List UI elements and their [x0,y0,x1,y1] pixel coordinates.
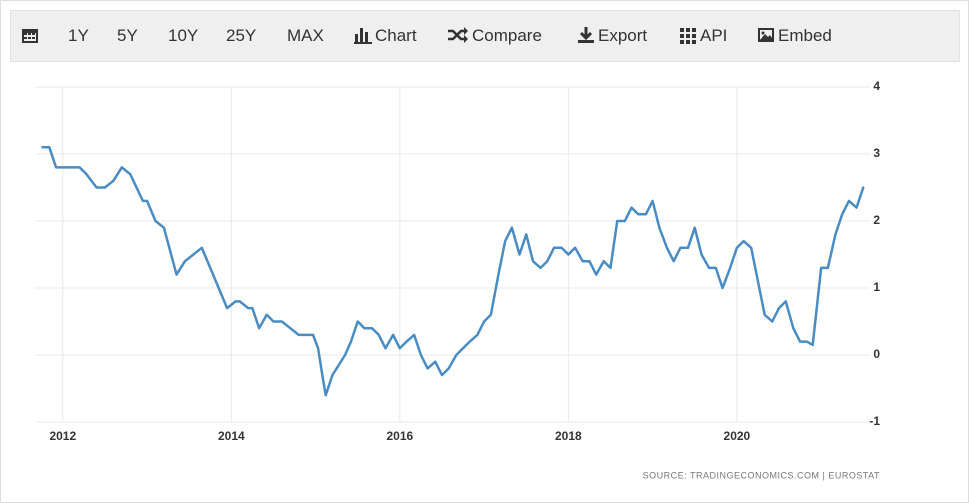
export-icon [578,26,594,43]
y-tick-label: 4 [873,79,880,93]
chart-button[interactable]: Chart [354,11,417,61]
range-button[interactable]: 1Y [68,26,89,45]
data-line [41,146,865,397]
range-button[interactable]: 5Y [117,26,138,45]
embed-icon [758,27,774,42]
button-label: Export [598,26,648,45]
button-label: Embed [778,26,832,45]
button-label: API [700,26,728,45]
toolbar: 1Y 5Y 10Y 25Y MAX Chart Compare Export A… [10,10,960,62]
source-note: SOURCE: TRADINGECONOMICS.COM | EUROSTAT [643,470,880,480]
compare-icon [448,26,468,43]
y-tick-label: -1 [869,414,880,428]
compare-button[interactable]: Compare [447,11,542,61]
x-tick-label: 2014 [218,429,245,443]
button-label: Chart [375,26,417,45]
api-button[interactable]: API [679,11,727,61]
range-button[interactable]: MAX [287,26,324,45]
export-button[interactable]: Export [577,11,647,61]
y-tick-label: 1 [873,280,880,294]
range-button[interactable]: 25Y [226,26,257,45]
button-label: Compare [472,26,542,45]
calendar-button[interactable] [21,11,42,61]
embed-button[interactable]: Embed [757,11,832,61]
calendar-icon [22,28,38,43]
y-tick-label: 2 [873,213,880,227]
y-tick-label: 0 [873,347,880,361]
range-button[interactable]: 10Y [168,26,199,45]
y-tick-label: 3 [873,146,880,160]
api-icon [680,27,696,44]
x-tick-label: 2018 [555,429,582,443]
chart-icon [354,27,372,44]
x-tick-label: 2016 [386,429,413,443]
x-tick-label: 2012 [49,429,76,443]
x-tick-label: 2020 [724,429,751,443]
